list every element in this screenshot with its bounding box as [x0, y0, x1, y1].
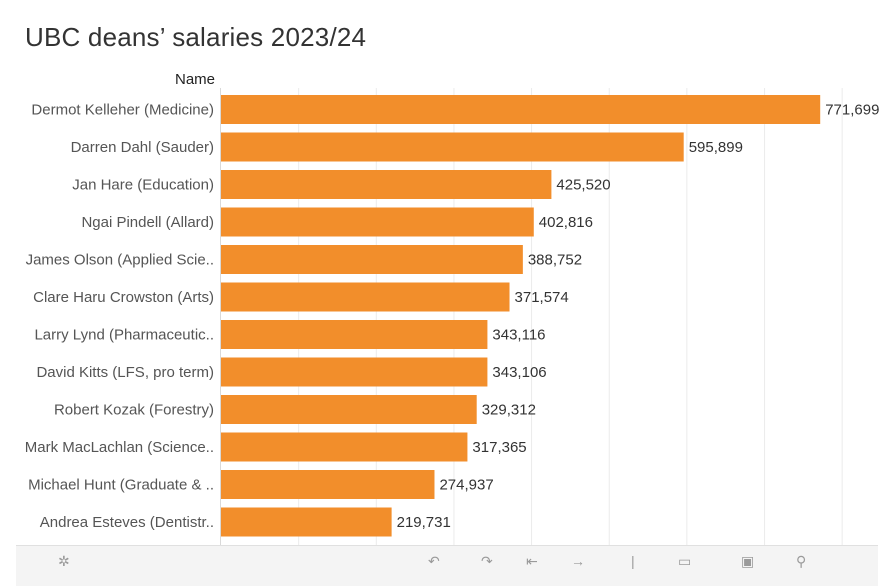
value-label: 371,574 [515, 289, 569, 306]
bar[interactable] [221, 395, 477, 424]
bar[interactable] [221, 357, 488, 387]
chart-title: UBC deans’ salaries 2023/24 [25, 22, 367, 52]
pause-icon[interactable]: | [631, 553, 635, 569]
bar[interactable] [221, 170, 552, 199]
bar[interactable] [221, 320, 488, 349]
value-label: 402,816 [539, 214, 593, 231]
category-label: Clare Haru Crowston (Arts) [33, 289, 214, 306]
bar[interactable] [221, 95, 821, 124]
fullscreen-icon[interactable]: ⚲ [796, 553, 807, 569]
value-label: 425,520 [556, 177, 610, 194]
viz-toolbar: ✲ ↶ ↷ ⇤ → | ▭ ▣ ⚲ [16, 545, 878, 586]
bar[interactable] [221, 507, 392, 537]
value-label: 274,937 [439, 477, 493, 494]
bar[interactable] [221, 245, 523, 274]
category-label: Ngai Pindell (Allard) [81, 214, 214, 231]
category-label: David Kitts (LFS, pro term) [36, 364, 214, 381]
download-icon[interactable]: ▣ [741, 553, 755, 569]
bar[interactable] [221, 432, 468, 462]
value-label: 343,116 [492, 327, 545, 344]
bar[interactable] [221, 207, 534, 237]
category-label: Larry Lynd (Pharmaceutic.. [34, 327, 214, 344]
category-label: Andrea Esteves (Dentistr.. [40, 514, 214, 531]
redo-icon[interactable]: ↷ [481, 553, 493, 569]
value-label: 388,752 [528, 252, 582, 269]
category-label: Darren Dahl (Sauder) [71, 139, 214, 156]
bar[interactable] [221, 282, 510, 312]
value-label: 317,365 [472, 439, 526, 456]
revert-icon[interactable]: ⇤ [526, 553, 538, 569]
value-label: 595,899 [689, 139, 743, 156]
value-label: 329,312 [482, 402, 536, 419]
view-icon[interactable]: ✲ [58, 553, 70, 569]
category-label: Dermot Kelleher (Medicine) [31, 102, 214, 119]
category-label: Robert Kozak (Forestry) [54, 402, 214, 419]
value-label: 771,699 [825, 102, 879, 119]
refresh-icon[interactable]: → [571, 553, 585, 569]
bar[interactable] [221, 470, 435, 499]
value-label: 219,731 [397, 514, 451, 531]
bar-chart: Dermot Kelleher (Medicine) 771,699 Darren … [25, 88, 879, 545]
value-label: 343,106 [492, 364, 546, 381]
category-header: Name [174, 71, 215, 88]
share-icon[interactable]: ▭ [678, 553, 692, 569]
category-label: Mark MacLachlan (Science.. [25, 439, 214, 456]
undo-icon[interactable]: ↶ [428, 553, 440, 569]
category-label: Michael Hunt (Graduate & .. [28, 477, 214, 494]
category-label: Jan Hare (Education) [72, 177, 214, 194]
category-label: James Olson (Applied Scie.. [26, 252, 214, 269]
bar[interactable] [221, 132, 684, 162]
